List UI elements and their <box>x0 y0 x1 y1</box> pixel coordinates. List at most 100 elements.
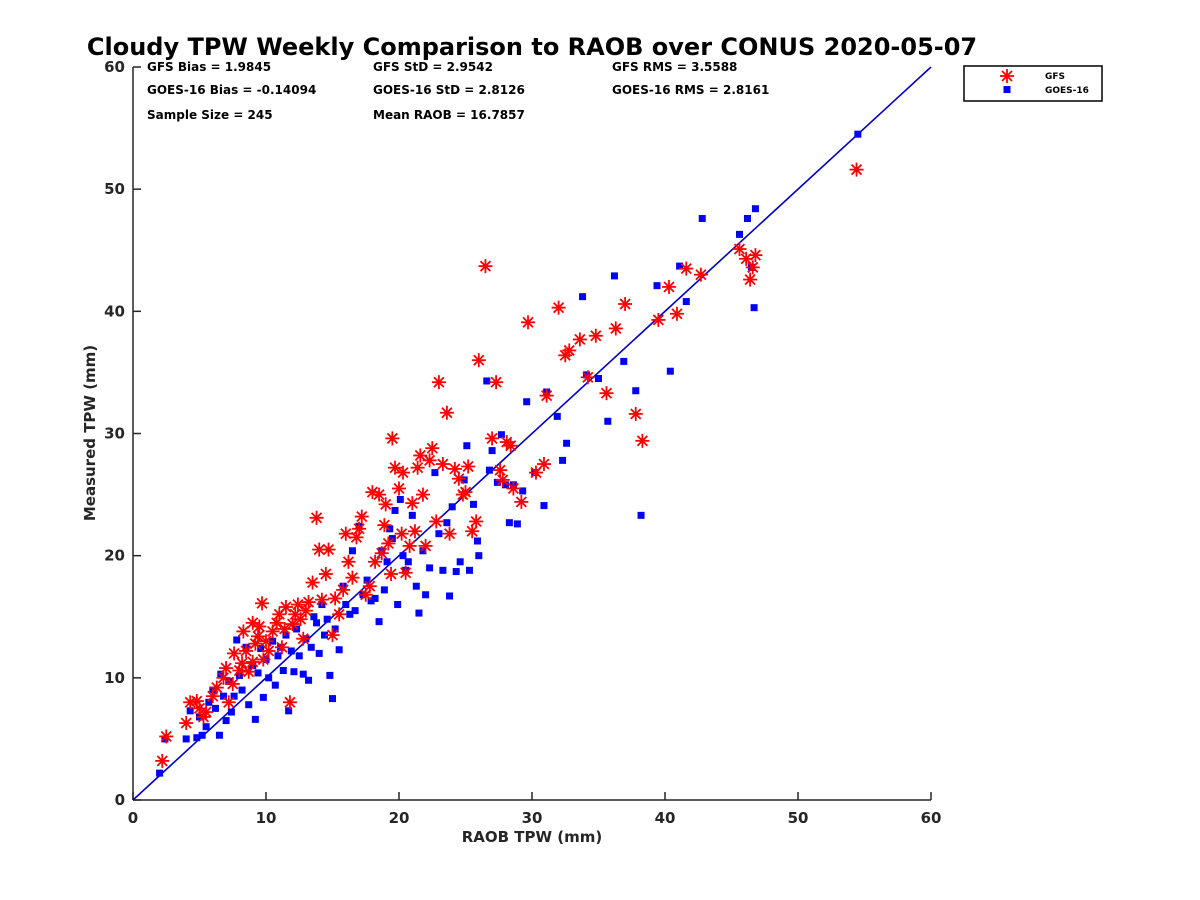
gfs-point <box>461 459 476 474</box>
goes16-point <box>295 652 303 660</box>
gfs-point <box>199 705 214 720</box>
y-tick-label: 60 <box>104 58 125 76</box>
gfs-point <box>318 566 333 581</box>
goes16-point <box>156 769 164 777</box>
gfs-point <box>155 753 170 768</box>
gfs-point <box>259 634 273 649</box>
goes16-point <box>290 668 298 676</box>
goes16-point <box>854 130 862 138</box>
goes16-point <box>698 214 706 222</box>
gfs-point <box>478 259 493 274</box>
gfs-point <box>439 405 454 420</box>
gfs-point <box>381 536 396 551</box>
goes16-point <box>497 431 505 439</box>
y-tick-label: 40 <box>104 302 125 320</box>
gfs-point <box>405 496 420 511</box>
goes16-point <box>186 707 194 715</box>
goes16-point <box>282 631 290 639</box>
gfs-point <box>221 695 236 710</box>
plot-area: 0 10 20 30 40 50 60 0 10 20 30 40 50 60 <box>104 58 941 827</box>
goes16-point <box>505 519 513 527</box>
goes16-point <box>254 669 262 677</box>
gfs-point <box>748 248 763 263</box>
gfs-point <box>255 596 270 611</box>
goes16-point <box>348 547 356 555</box>
gfs-point <box>278 599 293 614</box>
goes16-point <box>219 692 227 700</box>
y-axis-label: Measured TPW (mm) <box>81 345 99 521</box>
goes16-point <box>238 686 246 694</box>
gfs-point <box>395 465 410 480</box>
goes16-point <box>553 412 561 420</box>
stat-goes-bias: GOES-16 Bias = -0.14094 <box>147 83 316 97</box>
gfs-point <box>282 695 297 710</box>
gfs-point <box>385 431 400 446</box>
goes16-point <box>399 552 407 560</box>
legend-goes-marker <box>1003 86 1011 93</box>
gfs-point <box>732 242 747 257</box>
gfs-point <box>415 487 430 502</box>
gfs-point <box>418 538 433 553</box>
x-tick-label: 20 <box>389 809 410 827</box>
gfs-point <box>261 643 276 658</box>
legend-box <box>963 65 1103 102</box>
gfs-point <box>325 628 340 643</box>
goes16-point <box>225 677 233 685</box>
goes16-point <box>285 707 293 715</box>
goes16-point <box>396 495 404 503</box>
gfs-point <box>528 465 543 480</box>
goes16-point <box>743 214 751 222</box>
gfs-point <box>651 312 666 327</box>
goes16-point <box>363 576 371 584</box>
gfs-point <box>495 472 510 487</box>
goes16-point <box>329 695 336 703</box>
stats-block: GFS Bias = 1.9845 GFS StD = 2.9542 GFS R… <box>147 60 769 122</box>
goes16-point <box>419 547 427 555</box>
gfs-point <box>321 542 336 557</box>
gfs-point <box>618 297 633 312</box>
goes16-point <box>493 478 501 486</box>
goes16-point <box>215 731 223 739</box>
goes16-point <box>182 735 190 743</box>
gfs-point <box>245 654 260 669</box>
gfs-point <box>368 554 383 569</box>
gfs-point <box>398 565 413 580</box>
y-tick-label: 50 <box>104 180 125 198</box>
goes16-point <box>519 487 527 495</box>
goes16-point <box>202 723 210 731</box>
goes16-point <box>595 375 602 383</box>
gfs-point <box>384 566 399 581</box>
goes16-point <box>371 594 379 602</box>
goes16-point <box>394 601 402 609</box>
gfs-point <box>296 631 311 646</box>
goes16-point <box>307 643 315 651</box>
gfs-point <box>536 457 551 472</box>
gfs-point <box>314 592 329 607</box>
gfs-point <box>471 353 486 368</box>
stat-gfs-bias: GFS Bias = 1.9845 <box>147 60 271 74</box>
goes16-point <box>346 610 354 618</box>
gfs-point <box>402 538 417 553</box>
x-tick-label: 40 <box>655 809 676 827</box>
stat-goes-std: GOES-16 StD = 2.8126 <box>373 83 525 97</box>
gfs-point <box>608 321 623 336</box>
gfs-point <box>235 656 250 671</box>
goes16-point <box>321 631 329 639</box>
gfs-point <box>422 453 437 468</box>
goes16-point <box>456 558 464 566</box>
goes16-point <box>287 647 295 655</box>
gfs-point <box>309 510 324 525</box>
goes16-point <box>426 564 434 572</box>
gfs-point <box>378 497 393 512</box>
gfs-point <box>245 615 260 630</box>
goes16-point <box>469 500 477 508</box>
gfs-point <box>372 487 387 502</box>
goes16-point <box>305 676 313 684</box>
goes16-point <box>279 667 287 675</box>
goes16-point <box>233 636 241 644</box>
stat-sample-size: Sample Size = 245 <box>147 108 273 122</box>
gfs-point <box>312 542 327 557</box>
goes16-point <box>475 552 483 560</box>
goes16-point <box>620 357 628 365</box>
goes16-point <box>265 674 273 682</box>
